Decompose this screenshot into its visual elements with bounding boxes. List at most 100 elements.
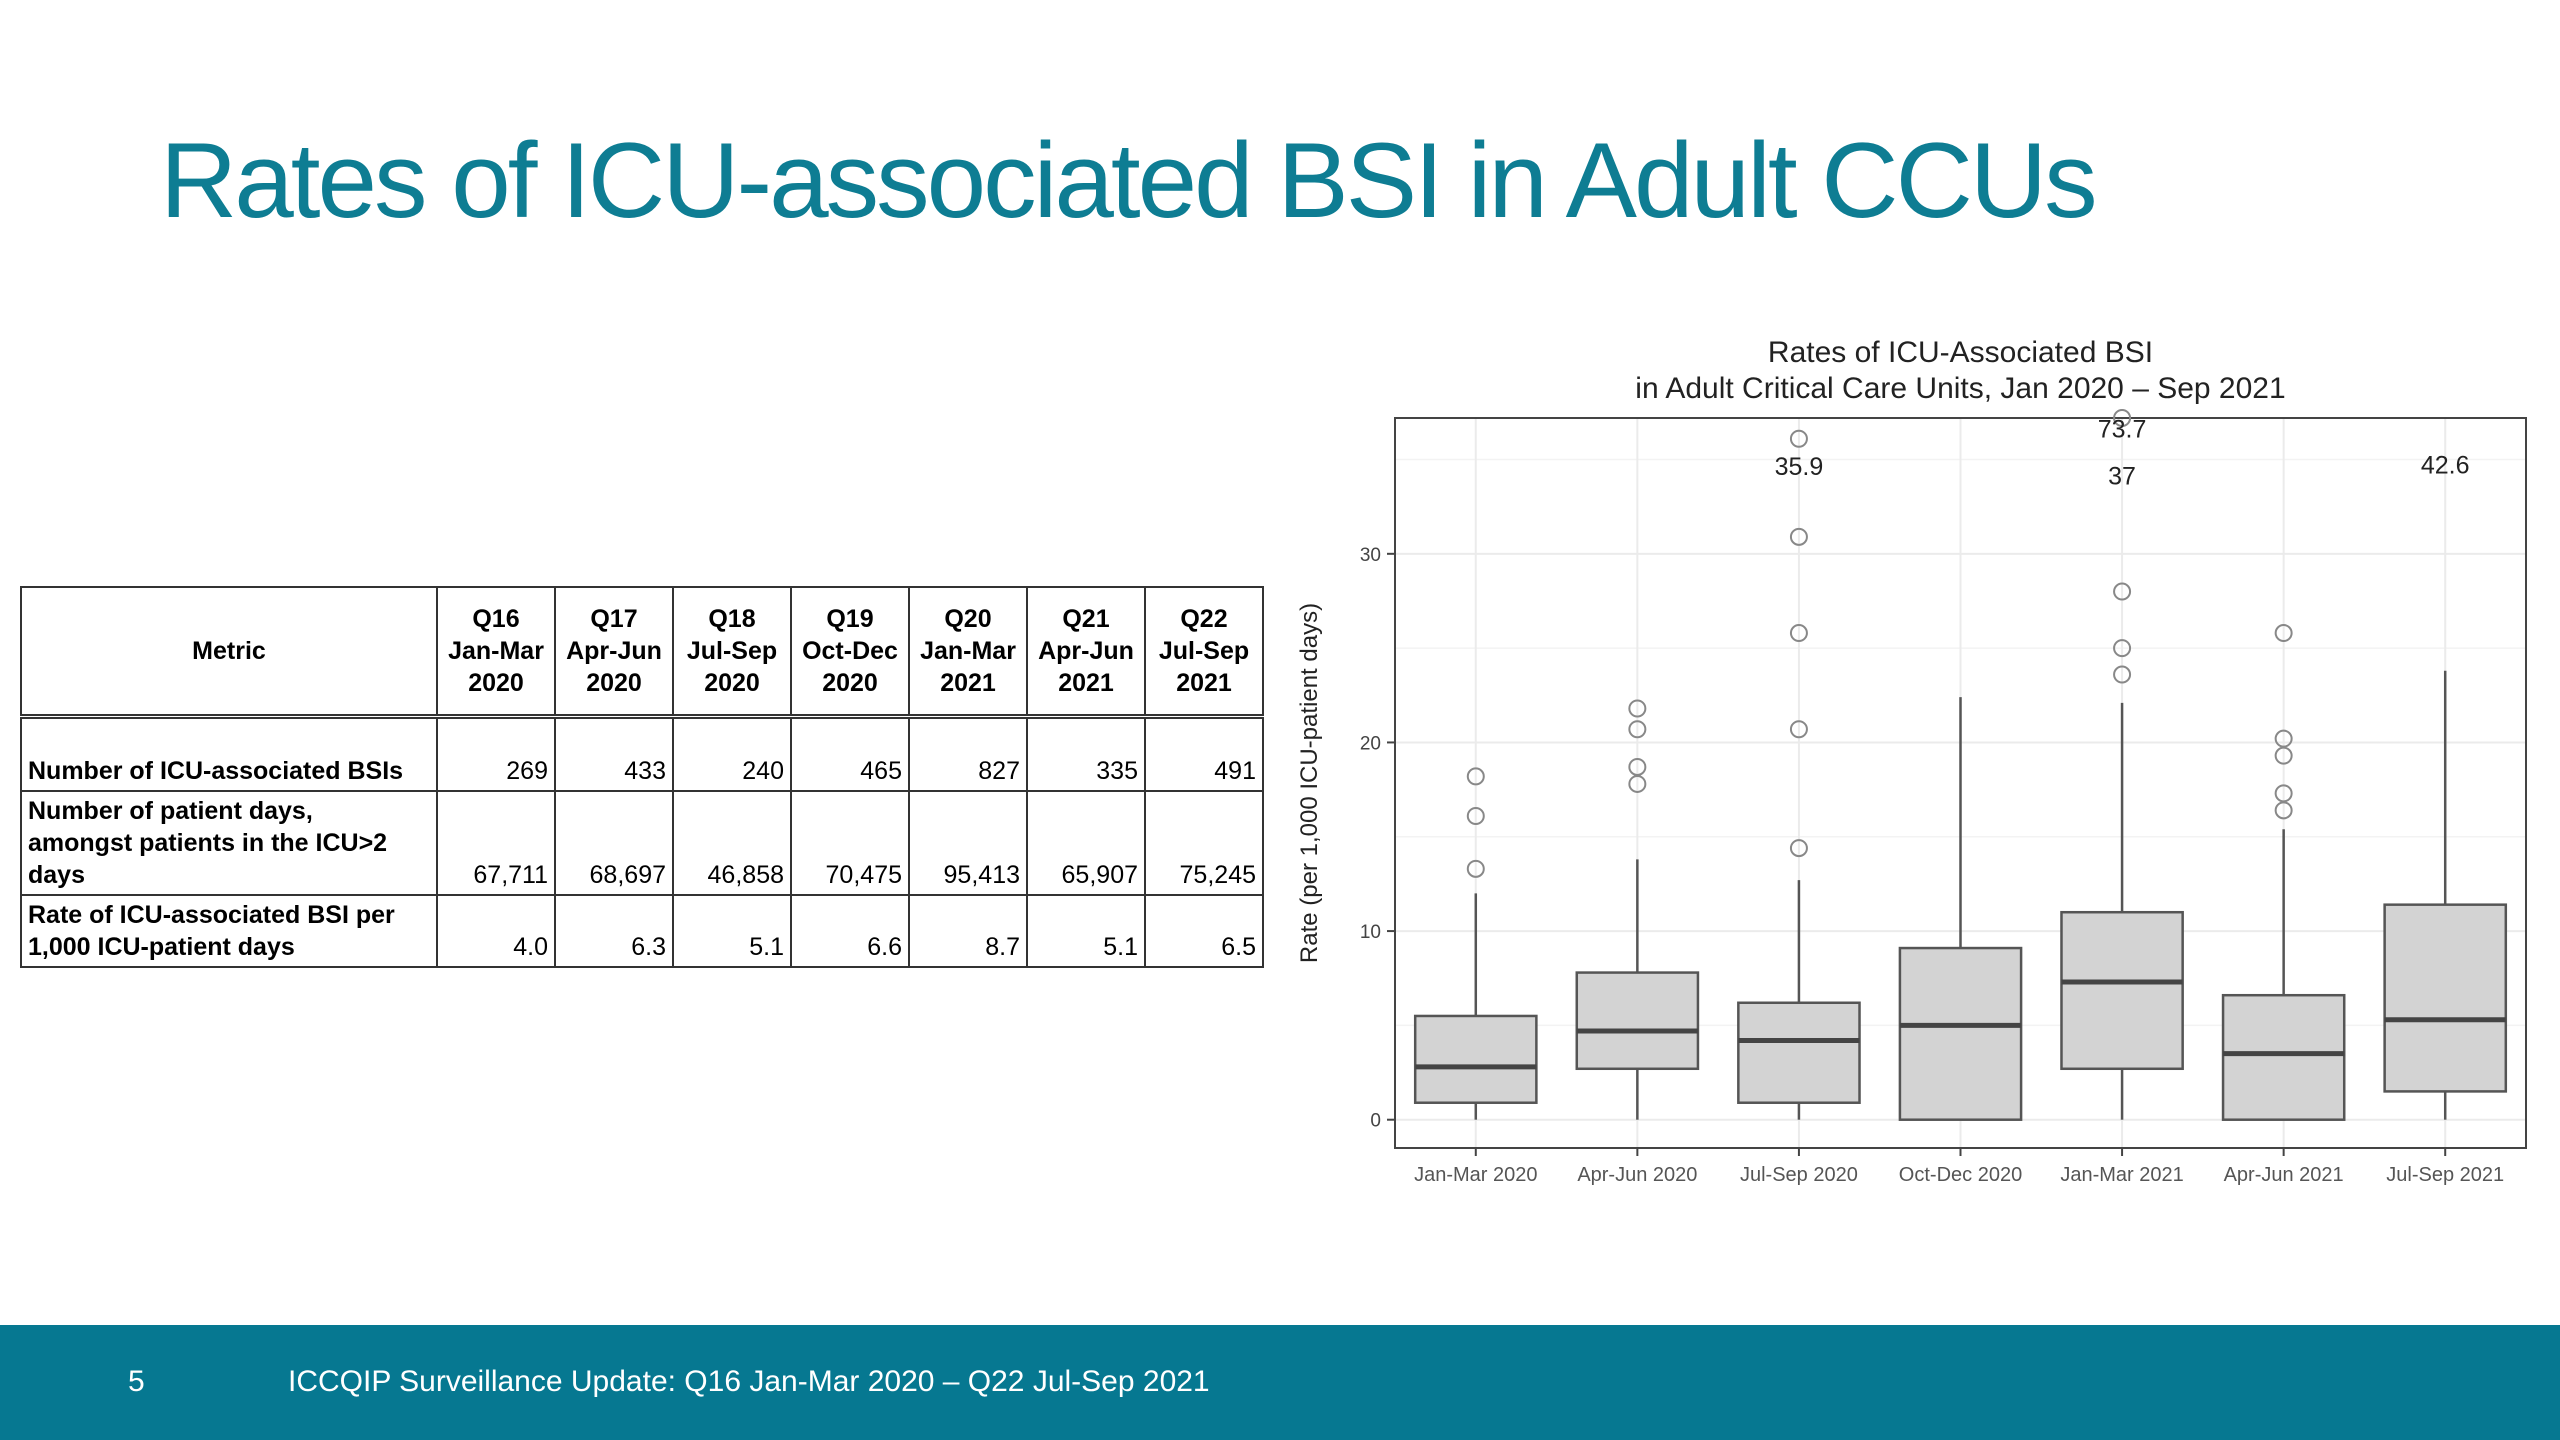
table-cell: 240 <box>672 714 792 792</box>
outlier-point <box>1789 720 1808 739</box>
table-cell: 75,245 <box>1144 789 1264 896</box>
outlier-point <box>1466 767 1485 786</box>
outlier-point <box>1466 807 1485 826</box>
quarter-column-header: Q18 Jul-Sep 2020 <box>672 586 792 718</box>
value-annotation: 73.7 <box>2098 415 2147 443</box>
x-tick-label: Apr-Jun 2020 <box>1577 1164 1697 1186</box>
table-cell: 465 <box>790 714 910 792</box>
box <box>2383 903 2508 1093</box>
metrics-table: Metric Q16 Jan-Mar 2020 Q17 Apr-Jun 2020… <box>20 586 1264 968</box>
box <box>1737 1001 1861 1104</box>
table-cell: 67,711 <box>436 789 556 896</box>
quarter-code: Q22 <box>1180 605 1228 633</box>
quarter-months: Apr-Jun <box>566 637 662 665</box>
slide-title: Rates of ICU-associated BSI in Adult CCU… <box>160 120 2098 240</box>
metric-label-line: 1,000 ICU-patient days <box>28 932 295 961</box>
y-tick-label: 0 <box>1370 1111 1381 1132</box>
quarter-months: Oct-Dec <box>802 637 898 665</box>
table-header-row: Metric Q16 Jan-Mar 2020 Q17 Apr-Jun 2020… <box>20 586 1264 718</box>
outlier-point <box>1628 699 1647 718</box>
outlier-point <box>1628 720 1647 739</box>
table-cell: 491 <box>1144 714 1264 792</box>
box <box>2221 993 2346 1121</box>
x-tick-label: Oct-Dec 2020 <box>1899 1164 2022 1186</box>
outlier-point <box>2113 409 2132 427</box>
quarter-code: Q19 <box>826 605 874 633</box>
value-annotation: 35.9 <box>1775 453 1824 481</box>
box <box>1898 946 2023 1121</box>
outlier-point <box>2113 665 2132 684</box>
chart-title-line: in Adult Critical Care Units, Jan 2020 –… <box>1635 372 2285 405</box>
outlier-point <box>1466 859 1485 878</box>
table-cell: 433 <box>554 714 674 792</box>
y-tick-label: 30 <box>1360 545 1381 566</box>
table-cell: 269 <box>436 714 556 792</box>
table-cell: 4.0 <box>436 893 556 968</box>
table-cell: 335 <box>1026 714 1146 792</box>
page-number: 5 <box>128 1365 145 1398</box>
table-cell: 68,697 <box>554 789 674 896</box>
metric-label-line: amongst patients in the ICU>2 <box>28 828 388 857</box>
quarter-column-header: Q21 Apr-Jun 2021 <box>1026 586 1146 718</box>
outlier-point <box>1789 527 1808 546</box>
outlier-point <box>2274 729 2293 748</box>
table-cell: 6.5 <box>1144 893 1264 968</box>
quarter-months: Jan-Mar <box>920 637 1016 665</box>
x-tick-label: Jan-Mar 2020 <box>1414 1164 1537 1186</box>
metric-label-line: days <box>28 860 85 889</box>
quarter-column-header: Q17 Apr-Jun 2020 <box>554 586 674 718</box>
table-cell: 5.1 <box>672 893 792 968</box>
quarter-year: 2021 <box>1058 669 1114 697</box>
outlier-point <box>2274 624 2293 643</box>
table-cell: 65,907 <box>1026 789 1146 896</box>
table-row: Rate of ICU-associated BSI per 1,000 ICU… <box>20 893 1264 968</box>
table-row: Number of ICU-associated BSIs 269 433 24… <box>20 714 1264 792</box>
table-cell: 5.1 <box>1026 893 1146 968</box>
quarter-year: 2021 <box>1176 669 1232 697</box>
y-axis-label: Rate (per 1,000 ICU-patient days) <box>1296 603 1323 963</box>
table-cell: 95,413 <box>908 789 1028 896</box>
outlier-point <box>1628 757 1647 776</box>
quarter-year: 2020 <box>468 669 524 697</box>
table-row: Number of patient days, amongst patients… <box>20 789 1264 896</box>
table-cell: 70,475 <box>790 789 910 896</box>
outlier-point <box>2113 582 2132 601</box>
quarter-column-header: Q20 Jan-Mar 2021 <box>908 586 1028 718</box>
box <box>1575 971 1700 1071</box>
outlier-point <box>1789 839 1808 858</box>
quarter-column-header: Q19 Oct-Dec 2020 <box>790 586 910 718</box>
outlier-point <box>1789 624 1808 643</box>
quarter-year: 2020 <box>586 669 642 697</box>
quarter-column-header: Q16 Jan-Mar 2020 <box>436 586 556 718</box>
x-tick-label: Jul-Sep 2020 <box>1740 1164 1858 1186</box>
x-tick-label: Jan-Mar 2021 <box>2060 1164 2183 1186</box>
table-cell: 46,858 <box>672 789 792 896</box>
quarter-year: 2020 <box>822 669 878 697</box>
quarter-code: Q20 <box>944 605 992 633</box>
outlier-point <box>1789 429 1808 448</box>
table-cell: 827 <box>908 714 1028 792</box>
outlier-point <box>2274 784 2293 803</box>
x-tick-label: Jul-Sep 2021 <box>2386 1164 2504 1186</box>
quarter-year: 2020 <box>704 669 760 697</box>
outlier-point <box>2113 639 2132 658</box>
table-cell: 6.3 <box>554 893 674 968</box>
metric-label-line: Number of patient days, <box>28 796 313 825</box>
y-tick-label: 20 <box>1360 733 1381 754</box>
quarter-months: Jul-Sep <box>686 637 778 665</box>
footer-bar: 5 ICCQIP Surveillance Update: Q16 Jan-Ma… <box>0 1325 2560 1440</box>
x-tick-label: Apr-Jun 2021 <box>2224 1164 2344 1186</box>
quarter-code: Q16 <box>472 605 520 633</box>
quarter-months: Apr-Jun <box>1038 637 1134 665</box>
box <box>1413 1014 1538 1104</box>
footer-text: ICCQIP Surveillance Update: Q16 Jan-Mar … <box>288 1365 1210 1398</box>
metric-label: Number of ICU-associated BSIs <box>20 714 438 792</box>
metric-label: Number of patient days, amongst patients… <box>20 789 438 896</box>
quarter-column-header: Q22 Jul-Sep 2021 <box>1144 586 1264 718</box>
metric-label: Rate of ICU-associated BSI per 1,000 ICU… <box>20 893 438 968</box>
chart-title-line: Rates of ICU-Associated BSI <box>1768 336 2153 369</box>
table-cell: 6.6 <box>790 893 910 968</box>
y-tick-label: 10 <box>1360 922 1381 943</box>
table-cell: 8.7 <box>908 893 1028 968</box>
